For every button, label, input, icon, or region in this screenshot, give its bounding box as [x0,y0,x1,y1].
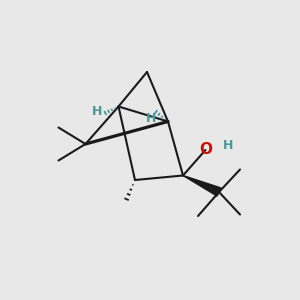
Polygon shape [183,176,221,196]
Text: H: H [146,112,157,125]
Text: H: H [92,105,102,118]
Text: O: O [199,142,212,158]
Text: H: H [223,139,233,152]
